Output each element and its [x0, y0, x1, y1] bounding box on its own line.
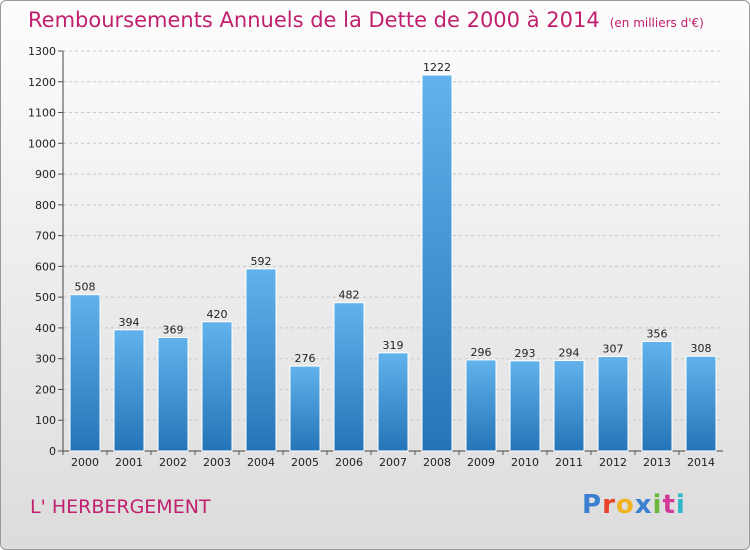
bar-2006: [333, 302, 365, 452]
bar-2002: [157, 336, 189, 452]
x-tick-label-2006: 2006: [335, 456, 363, 469]
bar-2010: [509, 360, 541, 452]
bar-2009: [465, 359, 497, 452]
y-tick-label: 300: [35, 353, 56, 366]
y-tick-label: 1100: [28, 107, 56, 120]
logo-letter: r: [602, 490, 616, 520]
value-label-2005: 276: [295, 352, 316, 365]
y-tick-label: 200: [35, 383, 56, 396]
logo-letter: o: [615, 490, 635, 520]
x-tick-label-2014: 2014: [687, 456, 715, 469]
x-tick-label-2009: 2009: [467, 456, 495, 469]
value-label-2010: 293: [515, 347, 536, 360]
logo-letter: i: [652, 490, 663, 520]
bar-2012: [597, 356, 629, 452]
bar-2004: [245, 268, 277, 452]
bar-2000: [69, 294, 101, 452]
value-label-2006: 482: [339, 289, 360, 302]
x-tick-label-2011: 2011: [555, 456, 583, 469]
x-tick-label-2013: 2013: [643, 456, 671, 469]
bar-2014: [685, 355, 717, 452]
logo-letter: i: [675, 490, 686, 520]
value-label-2008: 1222: [423, 61, 451, 74]
bar-2011: [553, 360, 585, 452]
logo-letter: x: [634, 490, 653, 520]
value-label-2009: 296: [471, 346, 492, 359]
y-tick-label: 1300: [28, 45, 56, 58]
value-label-2000: 508: [75, 281, 96, 294]
logo-letter: P: [582, 490, 603, 520]
y-tick-label: 800: [35, 199, 56, 212]
value-label-2012: 307: [603, 343, 624, 356]
x-tick-label-2001: 2001: [115, 456, 143, 469]
chart-title: Remboursements Annuels de la Dette de 20…: [28, 8, 704, 32]
bar-2003: [201, 321, 233, 452]
x-tick-label-2004: 2004: [247, 456, 275, 469]
chart-unit: (en milliers d'€): [609, 16, 704, 30]
x-tick-label-2010: 2010: [511, 456, 539, 469]
y-tick-label: 1000: [28, 137, 56, 150]
x-tick-label-2003: 2003: [203, 456, 231, 469]
bar-2008: [421, 74, 453, 452]
value-label-2007: 319: [383, 339, 404, 352]
bar-2001: [113, 329, 145, 452]
bars: [69, 74, 717, 452]
bar-2007: [377, 352, 409, 452]
value-label-2003: 420: [207, 308, 228, 321]
y-tick-label: 400: [35, 322, 56, 335]
y-tick-label: 900: [35, 168, 56, 181]
x-tick-label-2005: 2005: [291, 456, 319, 469]
value-label-2004: 592: [251, 255, 272, 268]
value-label-2014: 308: [691, 342, 712, 355]
bar-2013: [641, 340, 673, 452]
commune-name: L' HERBERGEMENT: [30, 496, 211, 518]
value-label-2002: 369: [163, 323, 184, 336]
y-tick-label: 700: [35, 230, 56, 243]
y-tick-label: 500: [35, 291, 56, 304]
y-tick-label: 600: [35, 260, 56, 273]
value-label-2013: 356: [647, 327, 668, 340]
y-tick-label: 0: [49, 445, 56, 458]
x-tick-label-2002: 2002: [159, 456, 187, 469]
x-tick-label-2008: 2008: [423, 456, 451, 469]
value-label-2011: 294: [559, 347, 580, 360]
logo-letter: t: [662, 490, 676, 520]
y-tick-label: 1200: [28, 76, 56, 89]
proxiti-logo: Proxiti: [582, 490, 686, 520]
x-tick-label-2007: 2007: [379, 456, 407, 469]
labels: 0 100 200 300 400 500 600 700 800 900 1000 1100 1200…: [28, 45, 715, 469]
bar-2005: [289, 365, 321, 452]
value-label-2001: 394: [119, 316, 140, 329]
chart-title-text: Remboursements Annuels de la Dette de 20…: [28, 8, 600, 32]
y-tick-label: 100: [35, 414, 56, 427]
x-tick-label-2012: 2012: [599, 456, 627, 469]
x-tick-label-2000: 2000: [71, 456, 99, 469]
